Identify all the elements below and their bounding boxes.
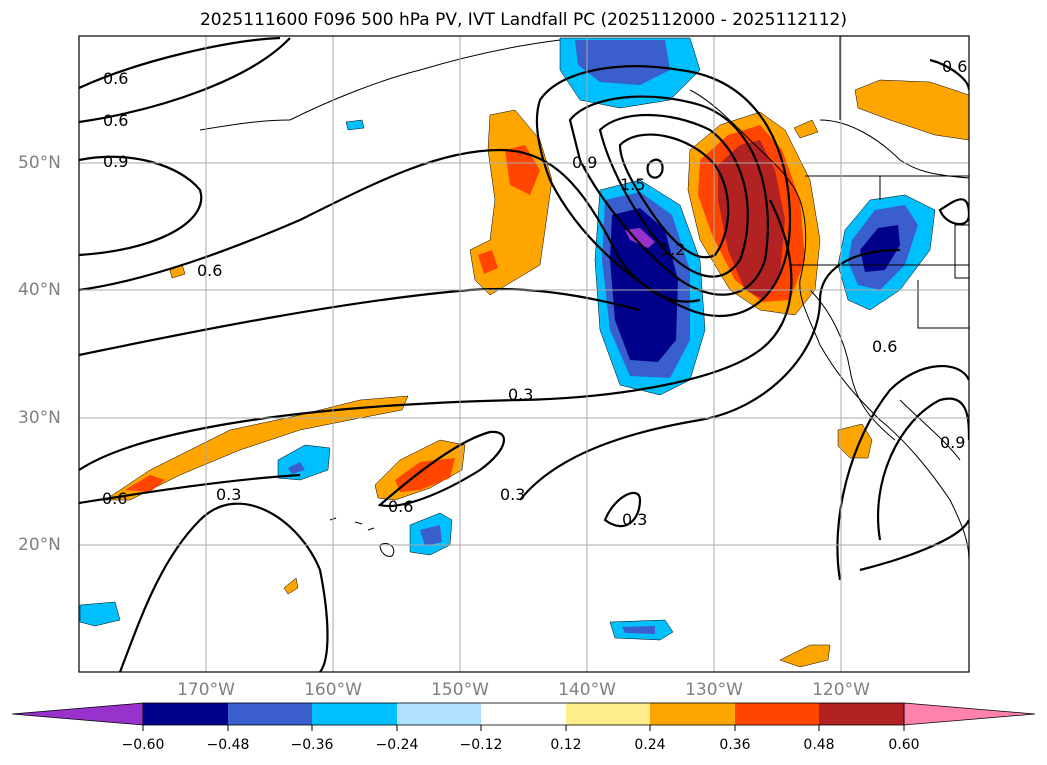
contour-label: 0.9 xyxy=(103,152,128,171)
colorbar-tick-label: 0.24 xyxy=(634,737,666,753)
contour-label: 0.3 xyxy=(508,385,533,404)
positive-anomaly-band-core xyxy=(125,475,165,492)
colorbar-segment xyxy=(481,703,566,725)
lon-label: 140°W xyxy=(558,680,616,700)
colorbar-tick-label: 0.36 xyxy=(719,737,751,753)
positive-anomaly-hawaii-core xyxy=(395,458,455,492)
negative-anomaly-small-5 xyxy=(345,119,365,131)
graticule xyxy=(79,36,969,672)
negative-anomaly-small-3-core xyxy=(622,626,655,634)
lat-label: 20°N xyxy=(18,535,61,555)
negative-anomaly-small-4 xyxy=(79,601,121,627)
lon-label: 130°W xyxy=(685,680,743,700)
contour-label: 0.3 xyxy=(622,510,647,529)
colorbar-tick-label: −0.60 xyxy=(121,737,165,753)
lon-label: 170°W xyxy=(177,680,235,700)
positive-anomaly-plume-spot xyxy=(478,250,498,274)
negative-anomaly-interior-core xyxy=(860,225,900,272)
colorbar xyxy=(11,702,1036,731)
hawaii-islands xyxy=(329,517,395,557)
positive-anomaly-band xyxy=(104,395,409,501)
coastlines xyxy=(199,36,969,561)
colorbar-tick-label: −0.36 xyxy=(290,737,334,753)
colorbar-frame xyxy=(142,702,905,726)
contour-label: 0.6 xyxy=(103,111,128,130)
contour-label: 0.3 xyxy=(500,485,525,504)
colorbar-segment xyxy=(228,703,312,725)
lon-label: 160°W xyxy=(304,680,362,700)
positive-anomaly-northeast xyxy=(854,79,969,141)
negative-anomaly-trough-peak xyxy=(625,228,655,248)
colorbar-tick-label: 0.48 xyxy=(803,737,835,753)
contour-label: 0.6 xyxy=(102,489,127,508)
colorbar-tick-label: −0.24 xyxy=(375,737,419,753)
contour-label: 0.6 xyxy=(872,337,897,356)
contour-label: 0.3 xyxy=(216,485,241,504)
negative-anomaly-small-1-core xyxy=(288,462,305,474)
contour-label: 0.6 xyxy=(942,57,967,76)
negative-anomaly-small-2-core xyxy=(420,525,442,546)
positive-anomaly-small-5 xyxy=(793,119,819,139)
colorbar-extend-left xyxy=(11,702,144,726)
contour-label: 0.9 xyxy=(572,153,597,172)
contour-label: 0.6 xyxy=(388,497,413,516)
colorbar-segment xyxy=(312,703,397,725)
positive-anomaly-plume-core xyxy=(505,145,540,195)
colorbar-segment xyxy=(397,703,481,725)
colorbar-tick-label: −0.12 xyxy=(459,737,503,753)
colorbar-tick-label: −0.48 xyxy=(206,737,250,753)
lat-label: 30°N xyxy=(18,408,61,428)
negative-anomaly-gulf-alaska-core xyxy=(575,40,670,85)
colorbar-extend-right xyxy=(903,702,1036,726)
colorbar-tick-label: 0.60 xyxy=(888,737,920,753)
contour-label: 0.9 xyxy=(940,433,965,452)
positive-anomaly-small-4 xyxy=(283,577,299,595)
lat-label: 40°N xyxy=(18,280,61,300)
positive-anomaly-ridge-core xyxy=(718,140,785,300)
contour-label-layer: 0.6 0.6 0.9 0.6 0.9 1.5 1.2 0.3 0.6 0.3 … xyxy=(102,57,967,529)
colorbar-segment xyxy=(143,703,228,725)
contour-label: 0.6 xyxy=(103,69,128,88)
contour-label: 1.5 xyxy=(620,175,645,194)
colorbar-segment xyxy=(819,703,904,725)
colorbar-segment xyxy=(566,703,650,725)
lon-label: 150°W xyxy=(431,680,489,700)
lat-label: 50°N xyxy=(18,153,61,173)
map-border xyxy=(78,35,970,673)
contour-label: 1.2 xyxy=(660,240,685,259)
figure-title: 2025111600 F096 500 hPa PV, IVT Landfall… xyxy=(199,10,847,30)
lon-label: 120°W xyxy=(812,680,870,700)
contour-label: 0.6 xyxy=(197,261,222,280)
colorbar-segment xyxy=(650,703,735,725)
pv-contours xyxy=(79,36,969,672)
colorbar-ticks xyxy=(142,725,905,731)
positive-anomaly-small-2 xyxy=(779,644,831,668)
colorbar-segment xyxy=(735,703,819,725)
colorbar-tick-label: 0.12 xyxy=(550,737,582,753)
